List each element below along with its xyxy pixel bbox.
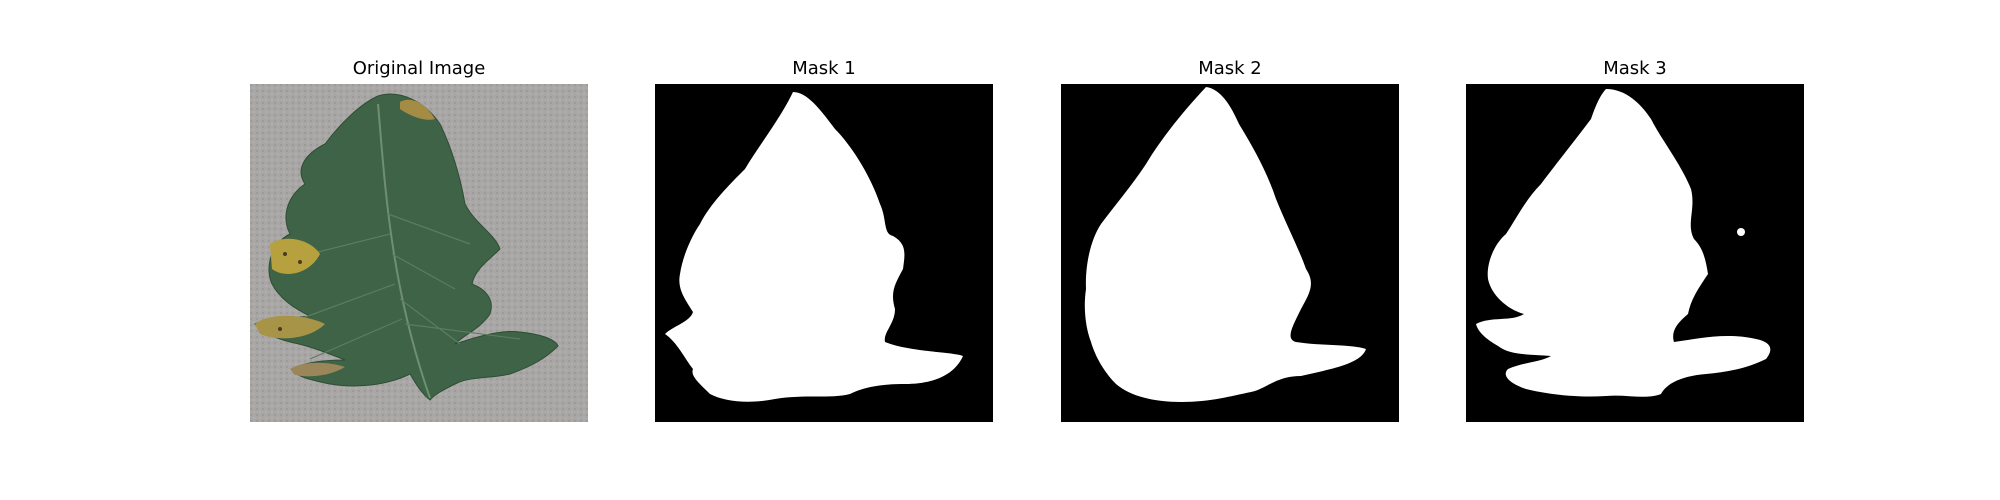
disease-dot	[298, 260, 302, 264]
mask-2-canvas	[1061, 84, 1399, 422]
disease-spot	[255, 315, 325, 339]
panel-title-mask-3: Mask 3	[1603, 58, 1667, 79]
leaf-vein	[299, 213, 521, 360]
original-image	[250, 84, 588, 422]
mask-1-canvas	[655, 84, 993, 422]
disease-spot	[400, 99, 435, 120]
mask-2-image	[1061, 84, 1399, 422]
mask-1-region	[665, 92, 963, 402]
panel-title-original: Original Image	[352, 58, 486, 79]
disease-spot	[270, 238, 320, 274]
mask-2-region	[1084, 87, 1366, 402]
mask-3-speck	[1737, 228, 1745, 236]
mask-3-canvas	[1466, 84, 1804, 422]
disease-dot	[278, 327, 282, 331]
disease-spot	[290, 362, 345, 377]
leaf-midrib	[377, 103, 431, 399]
mask-3-region	[1476, 89, 1771, 397]
panel-title-mask-1: Mask 1	[792, 58, 856, 79]
panel-title-mask-2: Mask 2	[1198, 58, 1262, 79]
leaf-photo	[250, 84, 588, 422]
disease-dot	[283, 252, 287, 256]
mask-3-image	[1466, 84, 1804, 422]
leaf-shape	[254, 93, 559, 401]
mask-1-image	[655, 84, 993, 422]
